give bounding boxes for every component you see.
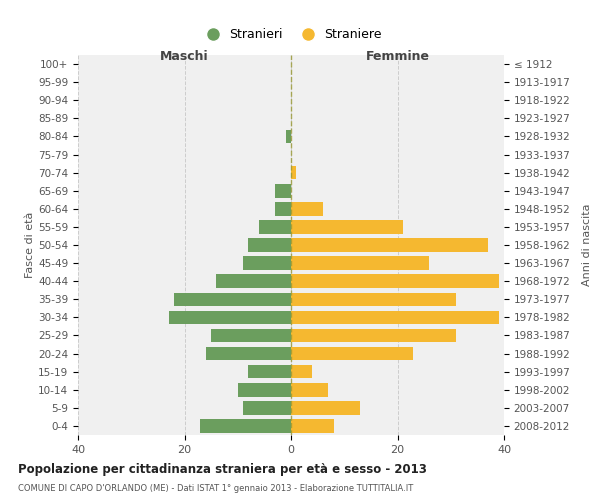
Bar	[291, 202, 323, 215]
Bar	[291, 220, 403, 234]
Bar	[174, 292, 291, 306]
Bar	[275, 184, 291, 198]
Bar	[291, 365, 313, 378]
Bar	[275, 202, 291, 215]
Bar	[291, 347, 413, 360]
Text: Femmine: Femmine	[365, 50, 430, 62]
Bar	[291, 419, 334, 432]
Bar	[291, 238, 488, 252]
Bar	[291, 328, 456, 342]
Y-axis label: Fasce di età: Fasce di età	[25, 212, 35, 278]
Bar	[238, 383, 291, 396]
Text: COMUNE DI CAPO D'ORLANDO (ME) - Dati ISTAT 1° gennaio 2013 - Elaborazione TUTTIT: COMUNE DI CAPO D'ORLANDO (ME) - Dati IST…	[18, 484, 413, 493]
Bar	[259, 220, 291, 234]
Bar	[291, 166, 296, 179]
Bar	[291, 383, 328, 396]
Bar	[286, 130, 291, 143]
Bar	[291, 310, 499, 324]
Text: Popolazione per cittadinanza straniera per età e sesso - 2013: Popolazione per cittadinanza straniera p…	[18, 462, 427, 475]
Bar	[243, 401, 291, 414]
Bar	[211, 328, 291, 342]
Bar	[169, 310, 291, 324]
Bar	[291, 256, 430, 270]
Bar	[200, 419, 291, 432]
Bar	[248, 238, 291, 252]
Bar	[217, 274, 291, 288]
Bar	[291, 274, 499, 288]
Bar	[291, 401, 360, 414]
Bar	[248, 365, 291, 378]
Bar	[206, 347, 291, 360]
Y-axis label: Anni di nascita: Anni di nascita	[581, 204, 592, 286]
Text: Maschi: Maschi	[160, 50, 209, 62]
Legend: Stranieri, Straniere: Stranieri, Straniere	[196, 23, 386, 46]
Bar	[243, 256, 291, 270]
Bar	[291, 292, 456, 306]
